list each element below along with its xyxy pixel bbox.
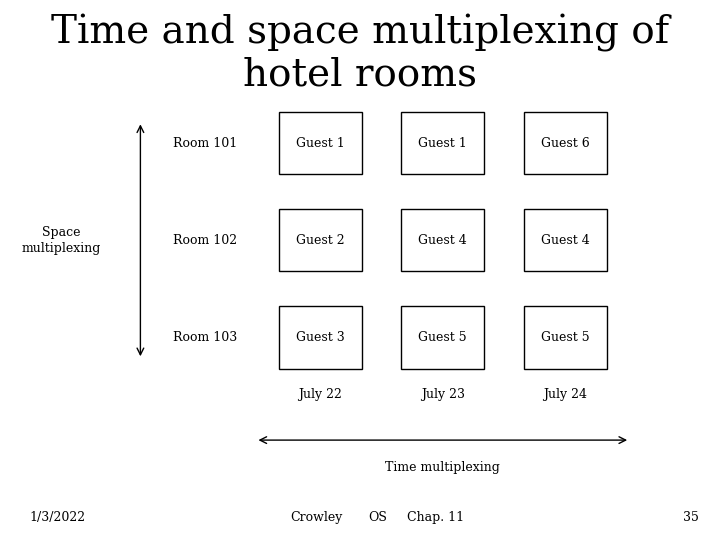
Text: Room 102: Room 102: [174, 234, 238, 247]
Bar: [402, 112, 484, 174]
Text: Crowley: Crowley: [291, 511, 343, 524]
Text: 1/3/2022: 1/3/2022: [30, 511, 86, 524]
Bar: [279, 112, 362, 174]
Text: July 24: July 24: [543, 388, 588, 401]
Text: Time and space multiplexing of: Time and space multiplexing of: [51, 14, 669, 51]
Text: Guest 3: Guest 3: [296, 331, 345, 344]
Bar: [402, 307, 484, 368]
Text: Guest 6: Guest 6: [541, 137, 590, 150]
Text: Guest 4: Guest 4: [418, 234, 467, 247]
Bar: [402, 209, 484, 271]
Text: Guest 1: Guest 1: [296, 137, 345, 150]
Text: Guest 4: Guest 4: [541, 234, 590, 247]
Text: July 23: July 23: [420, 388, 465, 401]
Text: Time multiplexing: Time multiplexing: [385, 461, 500, 474]
Text: Space
multiplexing: Space multiplexing: [22, 226, 101, 255]
Bar: [279, 307, 362, 368]
Bar: [279, 209, 362, 271]
Bar: [524, 112, 606, 174]
Text: Guest 1: Guest 1: [418, 137, 467, 150]
Text: Guest 2: Guest 2: [296, 234, 345, 247]
Text: Guest 5: Guest 5: [541, 331, 590, 344]
Text: July 22: July 22: [299, 388, 342, 401]
Bar: [524, 209, 606, 271]
Text: hotel rooms: hotel rooms: [243, 57, 477, 94]
Bar: [524, 307, 606, 368]
Text: OS: OS: [369, 511, 387, 524]
Text: 35: 35: [683, 511, 699, 524]
Text: Chap. 11: Chap. 11: [407, 511, 464, 524]
Text: Guest 5: Guest 5: [418, 331, 467, 344]
Text: Room 101: Room 101: [174, 137, 238, 150]
Text: Room 103: Room 103: [174, 331, 238, 344]
